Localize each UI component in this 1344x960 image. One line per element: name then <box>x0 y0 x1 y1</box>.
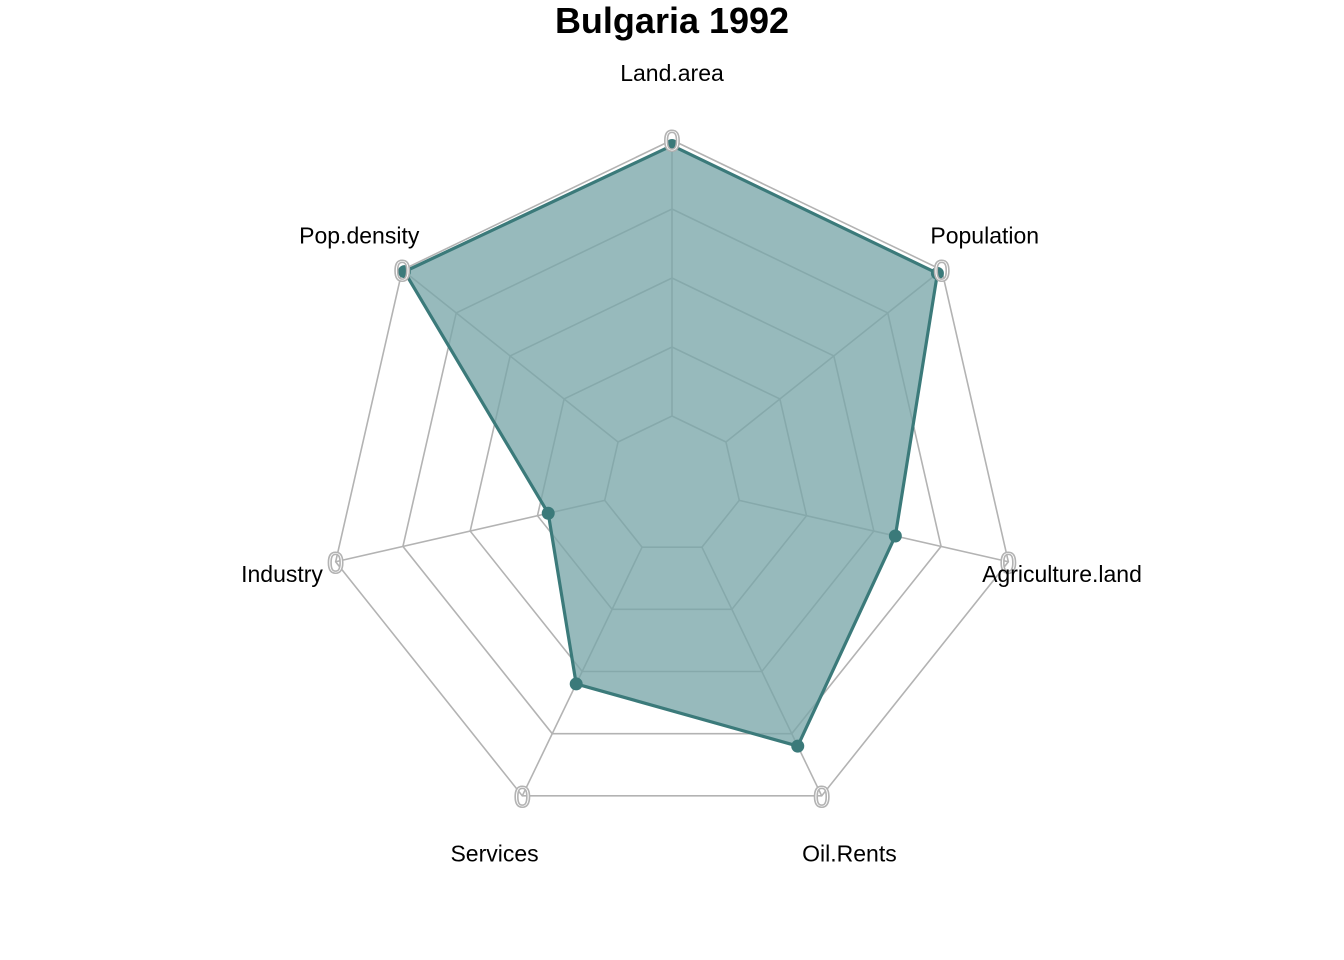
tick-label-industry: 0 <box>327 547 344 580</box>
data-point-agriculture-land <box>888 529 902 543</box>
axis-label-land-area: Land.area <box>620 60 724 86</box>
tick-label-services: 0 <box>514 781 531 814</box>
axis-label-services: Services <box>450 840 538 866</box>
axis-label-industry: Industry <box>241 561 323 587</box>
tick-label-pop-density: 0 <box>394 255 411 288</box>
axis-label-population: Population <box>930 223 1039 249</box>
tick-label-population: 0 <box>933 255 950 288</box>
tick-labels: 0 0 0 0 0 0 0 <box>327 124 1018 814</box>
tick-label-agriculture-land: 0 <box>1000 547 1017 580</box>
data-point-industry <box>541 506 555 520</box>
data-point-pop-density <box>397 265 411 279</box>
axis-label-oil-rents: Oil.Rents <box>802 840 897 866</box>
data-point-oil-rents <box>791 739 805 753</box>
axis-labels: Land.area Population Agriculture.land Oil.R… <box>241 60 1142 866</box>
axis-label-pop-density: Pop.density <box>299 223 420 249</box>
axis-label-agriculture-land: Agriculture.land <box>982 561 1142 587</box>
data-point-population <box>930 266 944 280</box>
series-layer <box>397 139 944 753</box>
tick-label-oil-rents: 0 <box>813 781 830 814</box>
grid-ring-5 <box>334 139 1010 797</box>
data-point-land-area <box>665 139 679 153</box>
chart-title: Bulgaria 1992 <box>555 0 789 41</box>
series-area-1 <box>402 143 940 748</box>
tick-label-land-area: 0 <box>664 125 681 158</box>
data-point-services <box>569 677 583 691</box>
